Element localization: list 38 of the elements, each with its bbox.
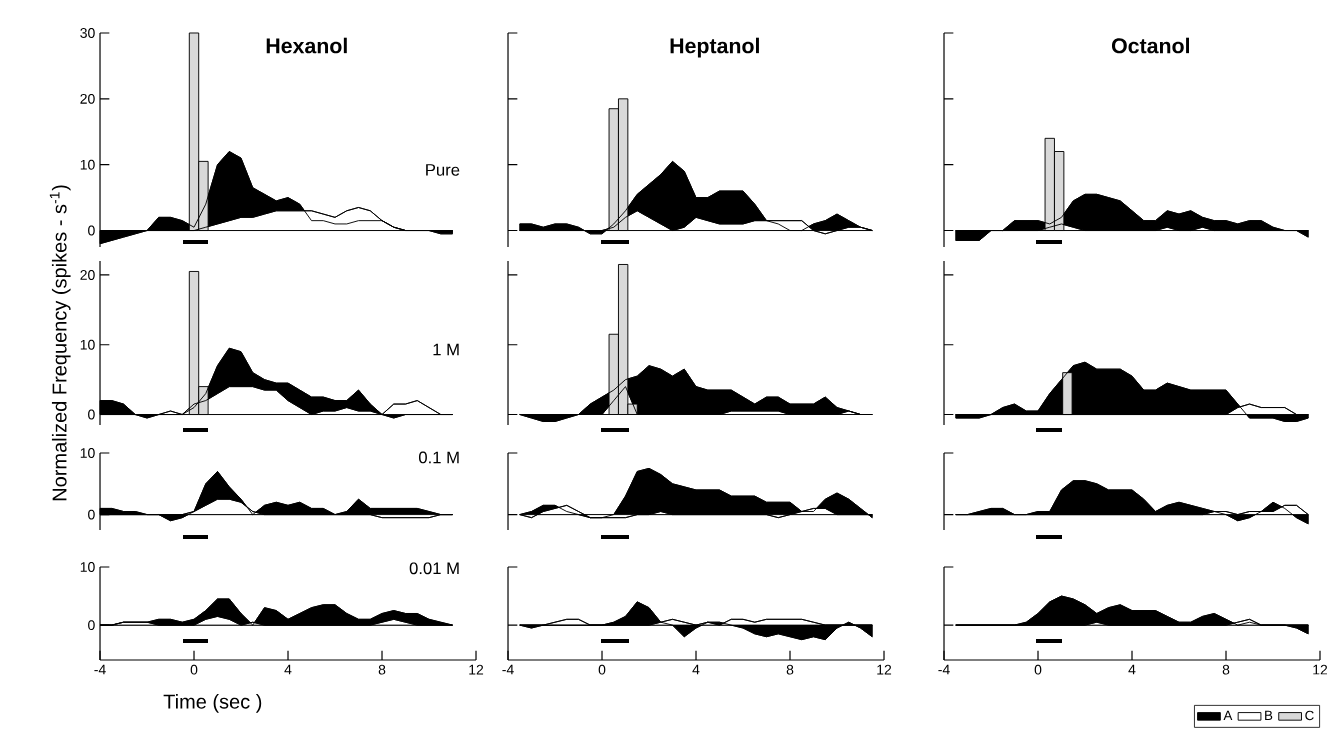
chart-title: Hexanol <box>266 37 347 54</box>
x-tick-label: 12 <box>469 664 484 675</box>
y-tick-label: 10 <box>80 339 95 350</box>
x-tick-label: 12 <box>1313 664 1327 675</box>
annotation: 0.1 M <box>418 451 459 464</box>
legend-label: A <box>1223 710 1233 720</box>
y-tick-label: 0 <box>88 509 95 520</box>
y-tick-label: 10 <box>80 562 95 572</box>
annotation: 1 M <box>433 343 459 356</box>
x-tick-label: 12 <box>877 664 892 675</box>
y-axis-title: Normalized Frequency (spikes - s$^{-1}$) <box>49 185 71 501</box>
y-tick-label: 20 <box>80 270 95 280</box>
annotation: 0.01 M <box>409 562 459 575</box>
x-tick-label: -4 <box>938 664 950 675</box>
x-tick-label: 0 <box>598 664 606 675</box>
annotation: Pure <box>426 164 460 176</box>
y-tick-label: 0 <box>88 620 95 631</box>
x-tick-label: 4 <box>284 664 292 675</box>
x-tick-label: 0 <box>190 664 198 675</box>
x-tick-label: 8 <box>1222 664 1230 675</box>
x-axis-title: Time (sec ) <box>163 694 262 713</box>
x-tick-label: -4 <box>502 664 514 675</box>
x-tick-label: 8 <box>786 664 794 675</box>
x-tick-label: 0 <box>1034 664 1042 675</box>
chart-title: Octanol <box>1111 37 1189 54</box>
y-tick-label: 30 <box>80 28 95 38</box>
x-tick-label: 4 <box>1128 664 1136 675</box>
y-tick-label: 10 <box>80 448 95 458</box>
x-tick-label: -4 <box>94 664 106 675</box>
legend-label: B <box>1265 710 1273 720</box>
x-tick-label: 4 <box>692 664 700 675</box>
y-tick-label: 0 <box>88 409 95 420</box>
legend-label: C <box>1305 710 1314 721</box>
chart-title: Heptanol <box>670 37 759 58</box>
x-tick-label: 8 <box>378 664 386 675</box>
y-tick-label: 10 <box>80 159 95 170</box>
y-tick-label: 20 <box>80 93 95 104</box>
y-tick-label: 0 <box>88 225 95 236</box>
